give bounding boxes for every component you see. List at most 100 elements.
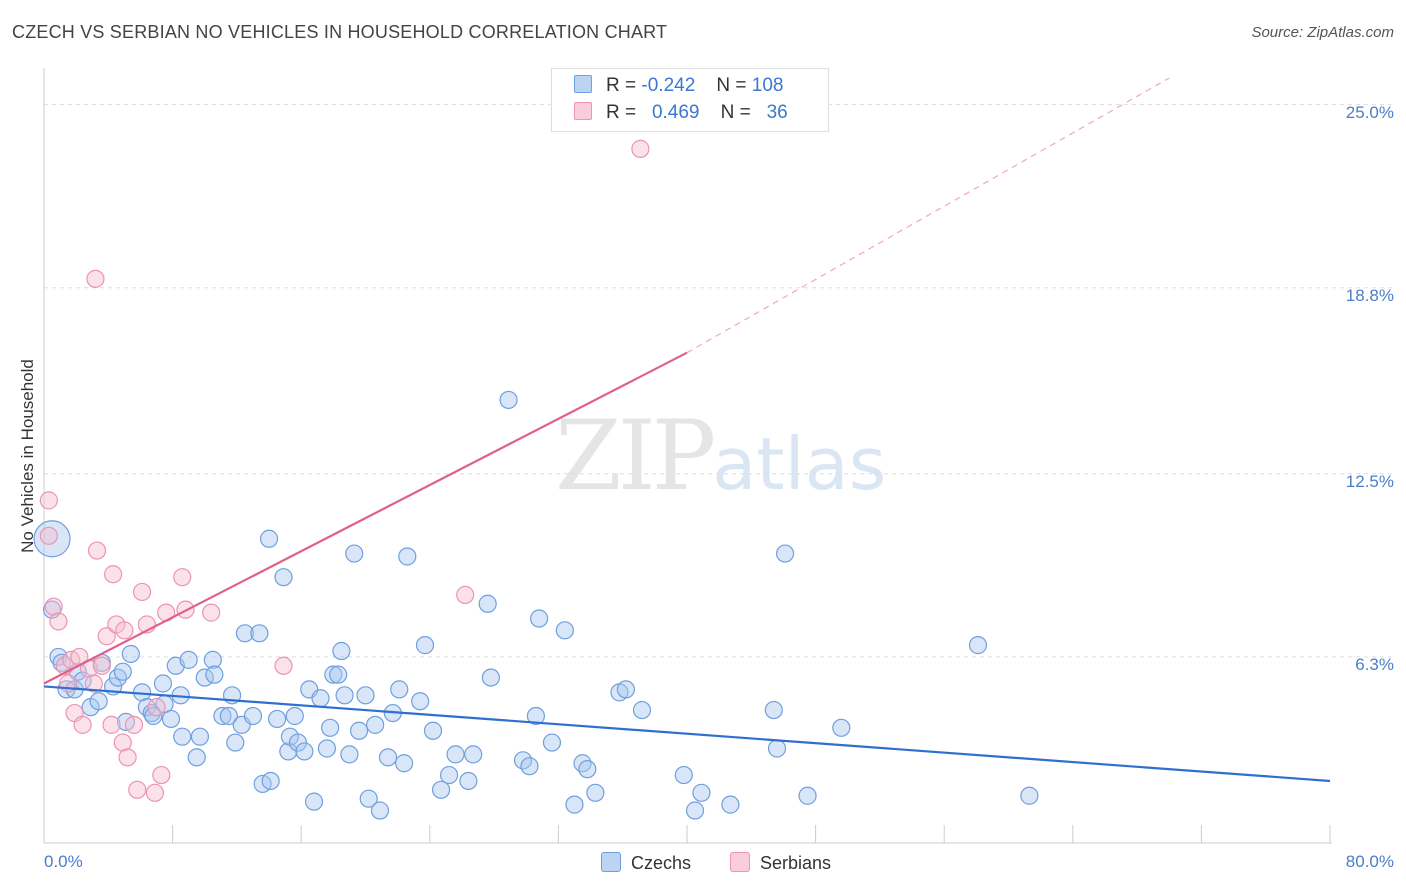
czech-point [153, 674, 173, 693]
axes [43, 68, 1332, 844]
serbian-point [274, 656, 293, 675]
y-tick-label-2: 18.8% [1345, 285, 1394, 305]
czech-point [499, 390, 518, 410]
czech-point [261, 771, 280, 791]
czech-point [464, 745, 483, 764]
serbian-point [86, 269, 105, 288]
y-tick-label-1: 12.5% [1345, 471, 1394, 491]
czech-point [311, 689, 330, 708]
czech-point [530, 609, 549, 628]
czech-point [235, 624, 255, 643]
czech-point [359, 789, 378, 808]
legend-row-serbian: R = 0.469 N = 36 [574, 102, 788, 124]
serbian-point [97, 627, 116, 646]
serbian-point [39, 526, 58, 545]
watermark-zip: ZIP [555, 400, 716, 512]
czech-point [335, 686, 354, 705]
y-tick-label-3: 25.0% [1345, 102, 1394, 122]
watermark: ZIPatlas [555, 400, 886, 512]
czech-point [259, 529, 279, 548]
serbian-point [73, 715, 92, 734]
czech-point [42, 600, 62, 619]
czech-point [431, 780, 451, 799]
czech-swatch [574, 75, 592, 93]
czech-point [219, 706, 238, 726]
czech-point [108, 668, 128, 687]
serbian-r-label: R = [606, 102, 637, 123]
czech-point [250, 624, 269, 643]
serbian-point [152, 765, 171, 785]
czech-point [226, 733, 245, 752]
czech-point [161, 709, 181, 729]
czech-point [317, 739, 337, 758]
serbian-point [118, 748, 137, 767]
czech-point [243, 706, 263, 726]
czech-point [190, 727, 210, 746]
bottom-czech-swatch [601, 852, 621, 872]
czech-point [349, 721, 369, 740]
czech-point [356, 686, 375, 705]
serbian-trend-line [43, 351, 688, 685]
czech-n-label: N = [716, 75, 747, 96]
serbian-point [173, 568, 192, 587]
serbian-point [124, 715, 144, 734]
czech-point [345, 544, 364, 563]
serbian-point [87, 541, 107, 560]
czech-point [332, 641, 351, 661]
czech-point [674, 765, 693, 785]
serbian-r-value: 0.469 [651, 102, 700, 123]
watermark-atlas: atlas [712, 422, 887, 506]
czech-point [692, 783, 711, 802]
bottom-legend-czech: Czechs [601, 852, 691, 874]
czech-point [423, 721, 443, 740]
czech-point [555, 621, 574, 640]
czech-n-value: 108 [751, 75, 784, 96]
czech-point [121, 644, 140, 664]
czech-point [411, 692, 430, 711]
bottom-serbian-swatch [730, 852, 750, 872]
czech-point [205, 665, 224, 684]
czech-point [775, 544, 795, 563]
czech-point [721, 795, 740, 814]
czech-point [324, 665, 343, 684]
trend-lines [43, 77, 1331, 783]
czech-point [267, 709, 287, 729]
czech-point [113, 662, 132, 681]
czech-point [285, 706, 304, 726]
chart-title: CZECH VS SERBIAN NO VEHICLES IN HOUSEHOL… [12, 22, 668, 42]
czech-point [394, 754, 414, 773]
czech-point [274, 568, 293, 587]
bottom-czech-label: Czechs [631, 853, 692, 873]
source-label: Source: ZipAtlas.com [1251, 24, 1394, 41]
czech-point [390, 680, 409, 699]
czech-point [1020, 786, 1039, 805]
czech-point [398, 547, 417, 566]
czech-point [478, 594, 497, 613]
correlation-legend: R = -0.242 N = 108 R = 0.469 N = 36 [551, 68, 829, 132]
czech-point [767, 739, 787, 758]
serbian-trend-extension [686, 77, 1170, 354]
czech-point [142, 703, 161, 723]
czech-point [798, 786, 817, 805]
czech-point [340, 745, 359, 764]
czech-point [968, 636, 988, 655]
serbian-point [115, 621, 134, 640]
y-tick-label-0: 6.3% [1355, 654, 1394, 674]
serbian-point [147, 698, 166, 717]
czech-point [520, 757, 539, 776]
serbian-point [145, 783, 165, 802]
czech-point [415, 636, 435, 655]
serbian-point [92, 656, 111, 675]
czech-point [459, 771, 478, 791]
czech-point [173, 727, 192, 746]
serbian-n-value: 36 [766, 102, 788, 123]
czech-point [304, 792, 324, 811]
czech-point [187, 748, 206, 767]
legend-row-czech: R = -0.242 N = 108 [574, 75, 783, 97]
czech-point [565, 795, 584, 814]
czech-point [179, 650, 198, 669]
serbian-points [39, 139, 650, 802]
czech-point [764, 700, 783, 720]
czech-point [578, 760, 597, 779]
